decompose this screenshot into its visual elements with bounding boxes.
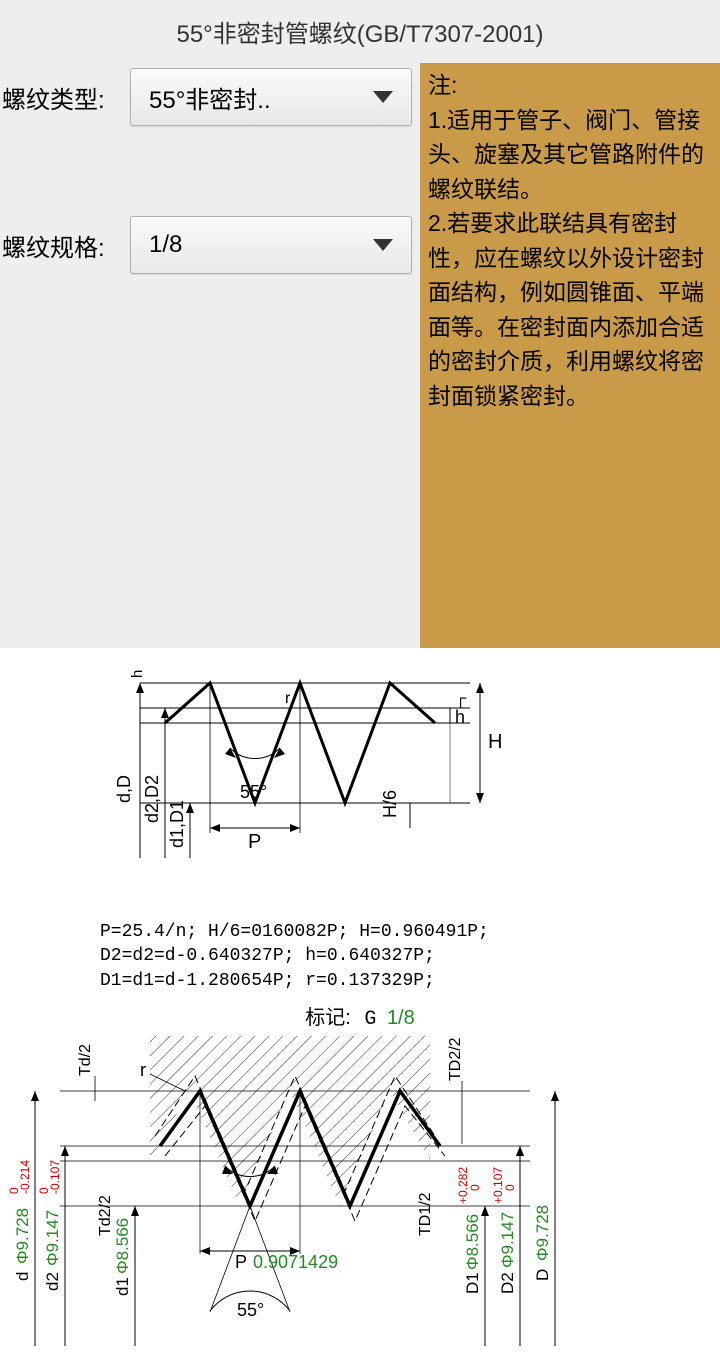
pitch-label: P [248, 831, 261, 853]
P-value: 0.9071429 [253, 1252, 338, 1272]
formula-line-3: D1=d1=d-1.280654P; r=0.137329P; [100, 969, 720, 993]
Td2-top-label: Td/2 [77, 1044, 94, 1076]
spec-row: 螺纹规格: 1/8 [0, 216, 420, 274]
d2D2-label: d2,D2 [142, 775, 162, 823]
r-label: r [285, 690, 291, 707]
notes-title: 注: [428, 68, 712, 103]
svg-text:D: D [533, 1269, 552, 1281]
page-title: 55°非密封管螺纹(GB/T7307-2001) [0, 0, 720, 63]
svg-text:0: 0 [468, 1184, 482, 1191]
thread-section-diagram: r 55° P 0.9071429 d Φ9.728 0 -0 [0, 1036, 720, 1365]
svg-text:D2: D2 [498, 1272, 517, 1294]
svg-text:-0.214: -0.214 [18, 1160, 32, 1194]
notes-item-1: 1.适用于管子、阀门、管接头、旋塞及其它管路附件的螺纹联结。 [428, 103, 712, 207]
h-label: h [455, 707, 465, 727]
H6-label: H/6 [380, 790, 400, 818]
svg-text:┌: ┌ [455, 690, 467, 709]
svg-text:Φ9.728: Φ9.728 [13, 1208, 32, 1264]
type-value: 55°非密封.. [149, 80, 271, 115]
svg-text:-0.107: -0.107 [48, 1160, 62, 1194]
r-label-bottom: r [140, 1060, 146, 1080]
chevron-down-icon [373, 91, 393, 103]
Td2-low-label: Td2/2 [97, 1195, 114, 1236]
formula-line-2: D2=d2=d-0.640327P; h=0.640327P; [100, 944, 720, 968]
mark-value: 1/8 [387, 1007, 415, 1029]
formula-block: P=25.4/n; H/6=0160082P; H=0.960491P; D2=… [100, 920, 720, 993]
notes-item-2: 2.若要求此联结具有密封性，应在螺纹以外设计密封面结构，例如圆锥面、平端面等。在… [428, 206, 712, 413]
spec-label: 螺纹规格: [0, 228, 130, 263]
H-label: H [488, 731, 502, 753]
svg-text:d: d [13, 1271, 32, 1280]
svg-text:Φ8.566: Φ8.566 [113, 1218, 132, 1274]
svg-text:D1: D1 [463, 1272, 482, 1294]
type-row: 螺纹类型: 55°非密封.. [0, 68, 420, 126]
spec-value: 1/8 [149, 231, 182, 259]
d1D1-label: d1,D1 [167, 800, 187, 848]
svg-text:Φ9.728: Φ9.728 [533, 1205, 552, 1261]
mark-prefix: 标记: [305, 1007, 351, 1029]
mark-g: G [364, 1008, 376, 1031]
svg-text:d2: d2 [43, 1272, 62, 1291]
TD2-top-label: TD2/2 [447, 1037, 464, 1081]
chevron-down-icon [373, 239, 393, 251]
type-dropdown[interactable]: 55°非密封.. [130, 68, 412, 126]
svg-text:55°: 55° [237, 1300, 264, 1320]
angle-label: 55° [240, 782, 267, 802]
mark-line: 标记: G 1/8 [0, 1001, 720, 1031]
svg-text:h: h [129, 670, 146, 678]
P-label-bottom: P [235, 1252, 247, 1272]
controls-panel: 螺纹类型: 55°非密封.. 螺纹规格: 1/8 [0, 63, 420, 648]
svg-text:Φ9.147: Φ9.147 [498, 1212, 517, 1268]
svg-text:Φ8.566: Φ8.566 [463, 1214, 482, 1270]
type-label: 螺纹类型: [0, 80, 130, 115]
top-section: 螺纹类型: 55°非密封.. 螺纹规格: 1/8 注: 1.适用于管子、阀门、管… [0, 63, 720, 648]
spec-dropdown[interactable]: 1/8 [130, 216, 412, 274]
diagram-area: 55° P H h ┌ H/6 d [0, 648, 720, 1365]
thread-profile-diagram: 55° P H h ┌ H/6 d [100, 648, 720, 928]
dD-label: d,D [114, 775, 134, 803]
notes-panel: 注: 1.适用于管子、阀门、管接头、旋塞及其它管路附件的螺纹联结。 2.若要求此… [420, 63, 720, 648]
svg-text:Φ9.147: Φ9.147 [43, 1210, 62, 1266]
TD1-low-label: TD1/2 [417, 1192, 434, 1236]
svg-text:0: 0 [503, 1184, 517, 1191]
